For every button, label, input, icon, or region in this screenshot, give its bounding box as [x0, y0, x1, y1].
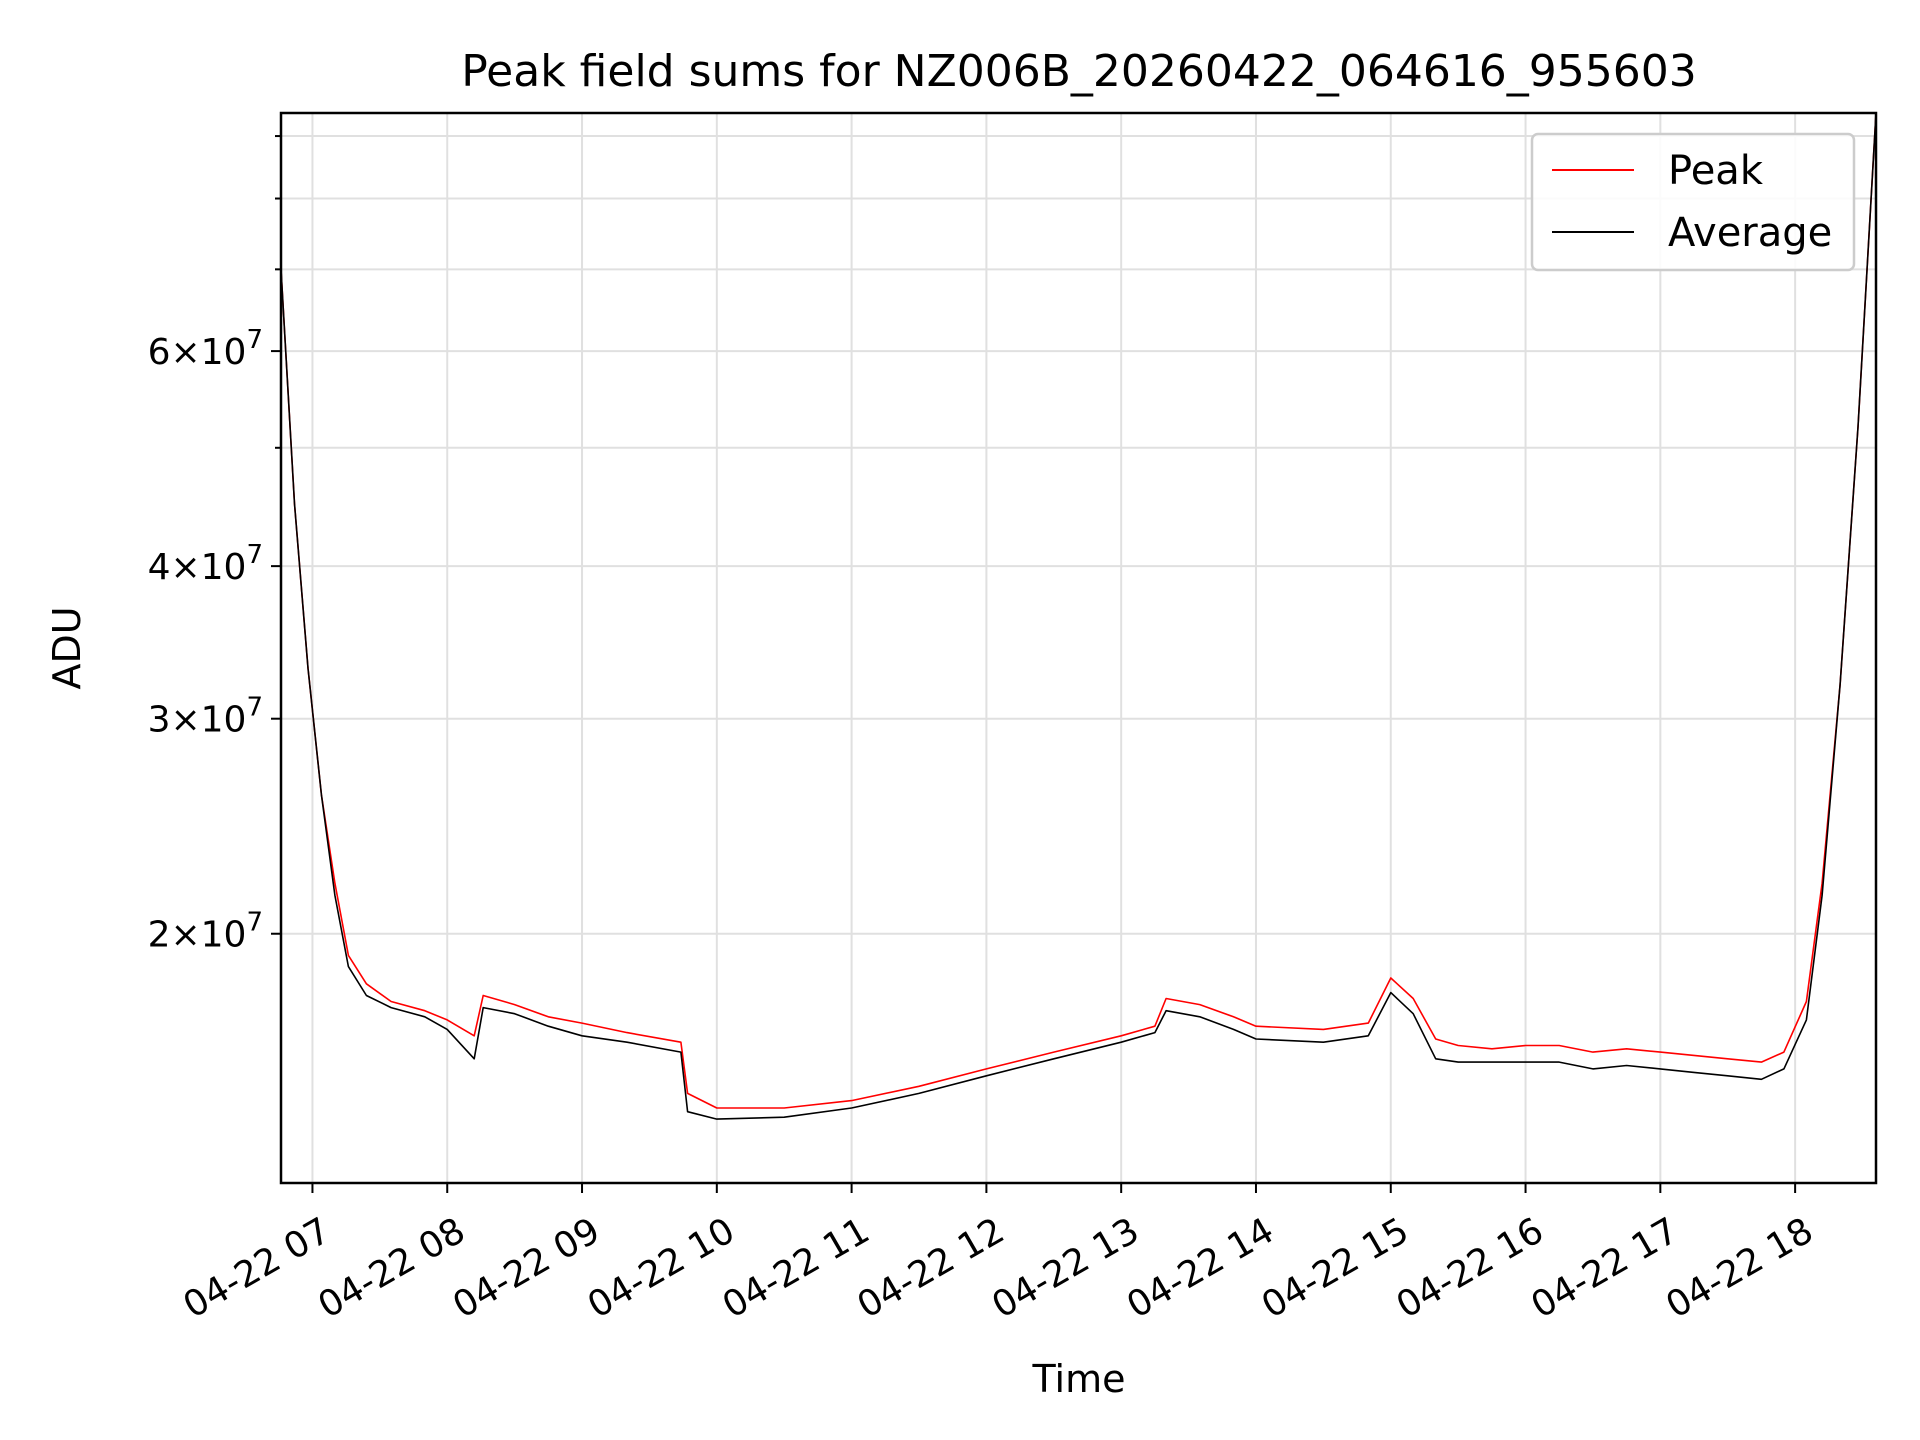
legend-label-peak: Peak — [1668, 148, 1764, 194]
y-axis-label: ADU — [45, 606, 89, 689]
y-tick-label: 2×107 — [148, 908, 263, 956]
plot-frame — [279, 111, 1878, 1185]
series-line-peak — [281, 113, 1876, 1109]
y-axis: 2×107 3×107 4×107 6×107 — [148, 135, 281, 956]
y-tick-label: 6×107 — [148, 325, 263, 373]
plot-lines — [281, 113, 1876, 1120]
series-line-average — [281, 113, 1876, 1120]
y-tick-label: 3×107 — [148, 693, 263, 741]
legend-label-average: Average — [1668, 210, 1832, 256]
x-axis-label: Time — [1032, 1357, 1126, 1401]
legend-box — [1530, 132, 1856, 272]
y-tick-label: 4×107 — [148, 540, 263, 588]
chart-title: Peak field sums for NZ006B_20260422_0646… — [461, 46, 1697, 97]
legend: Peak Average — [1530, 132, 1856, 272]
